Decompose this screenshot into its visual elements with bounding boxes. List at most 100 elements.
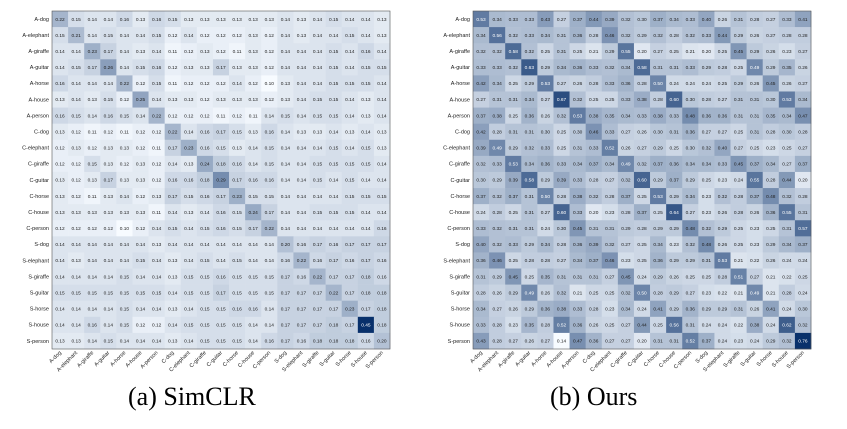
ours-cell — [489, 139, 506, 157]
simclr-cell — [309, 236, 326, 253]
simclr-cell-value: 0.15 — [329, 49, 339, 55]
ours-cell-value: 0.32 — [653, 33, 663, 39]
simclr-cell — [68, 268, 85, 285]
ours-cell — [714, 11, 731, 28]
ours-cell — [553, 300, 570, 318]
simclr-cell — [84, 43, 101, 60]
ours-cell-value: 0.36 — [702, 113, 712, 119]
simclr-row-label: A-giraffe — [28, 49, 49, 55]
ours-cell-value: 0.36 — [766, 210, 776, 216]
ours-cell-value: 0.24 — [782, 258, 792, 264]
simclr-cell — [293, 268, 310, 285]
ours-cell-value: 0.31 — [734, 97, 744, 103]
ours-cell — [505, 316, 522, 334]
simclr-cell — [325, 300, 343, 318]
ours-cell-value: 0.32 — [637, 162, 647, 168]
simclr-cell-value: 0.12 — [168, 113, 178, 119]
ours-cell — [521, 59, 538, 76]
simclr-cell — [116, 107, 133, 124]
simclr-cell-value: 0.12 — [55, 146, 65, 152]
simclr-cell — [212, 236, 230, 253]
simclr-cell — [84, 236, 101, 253]
ours-cell — [778, 155, 796, 173]
simclr-cell — [180, 59, 198, 76]
simclr-row-label: S-horse — [30, 307, 49, 313]
simclr-row-label: A-person — [27, 113, 49, 119]
simclr-cell — [229, 332, 246, 350]
ours-cell — [633, 220, 651, 237]
ours-cell — [746, 188, 764, 205]
ours-cell — [553, 252, 570, 269]
simclr-cell — [277, 91, 294, 108]
simclr-cell — [164, 171, 182, 189]
ours-cell — [650, 59, 667, 76]
ours-cell — [489, 268, 506, 285]
ours-cell-value: 0.34 — [702, 162, 712, 168]
ours-cell-value: 0.55 — [621, 49, 631, 55]
simclr-cell-value: 0.14 — [88, 33, 98, 39]
ours-cell — [633, 139, 651, 157]
simclr-cell-value: 0.17 — [281, 339, 291, 345]
simclr-cell — [309, 139, 326, 157]
ours-cell — [730, 268, 747, 285]
simclr-cell — [52, 252, 69, 269]
simclr-cell-value: 0.17 — [329, 306, 339, 312]
ours-cell-value: 0.33 — [605, 129, 615, 135]
ours-cell-value: 0.29 — [670, 290, 680, 296]
simclr-cell-value: 0.13 — [345, 129, 355, 135]
ours-cell — [489, 300, 506, 318]
ours-cell-value: 0.34 — [525, 162, 535, 168]
simclr-cell — [325, 139, 343, 157]
simclr-cell — [229, 43, 246, 60]
simclr-cell — [196, 188, 214, 205]
simclr-cell-value: 0.14 — [313, 194, 323, 200]
simclr-cell — [293, 91, 310, 108]
ours-cell-value: 0.29 — [653, 226, 663, 232]
ours-cell-value: 0.37 — [653, 17, 663, 23]
simclr-cell — [68, 107, 85, 124]
simclr-cell-value: 0.14 — [281, 226, 291, 232]
ours-cell — [617, 316, 635, 334]
simclr-cell-value: 0.22 — [329, 290, 339, 296]
simclr-cell-value: 0.13 — [377, 17, 387, 23]
simclr-cell-value: 0.15 — [377, 194, 387, 200]
ours-cell-value: 0.31 — [573, 146, 583, 152]
simclr-cell — [229, 300, 246, 318]
simclr-cell-value: 0.14 — [249, 323, 259, 329]
simclr-cell — [100, 300, 117, 318]
ours-cell-value: 0.32 — [621, 33, 631, 39]
ours-cell-value: 0.29 — [509, 146, 519, 152]
simclr-cell — [341, 220, 359, 237]
ours-cell-value: 0.27 — [492, 306, 502, 312]
ours-cell — [585, 91, 603, 108]
ours-cell-value: 0.21 — [573, 290, 583, 296]
ours-cell-value: 0.25 — [605, 290, 615, 296]
simclr-cell-value: 0.15 — [184, 194, 194, 200]
ours-cell — [698, 11, 715, 28]
ours-cell — [585, 284, 603, 302]
ours-cell — [698, 59, 715, 76]
ours-cell-value: 0.25 — [541, 49, 551, 55]
simclr-cell-value: 0.15 — [200, 306, 210, 312]
ours-row-label: A-elephant — [443, 33, 470, 39]
ours-cell-value: 0.37 — [573, 17, 583, 23]
simclr-cell-value: 0.17 — [281, 306, 291, 312]
simclr-cell — [52, 59, 69, 76]
simclr-cell-value: 0.14 — [55, 242, 65, 248]
simclr-cell — [148, 11, 165, 28]
ours-cell — [730, 284, 747, 302]
simclr-cell-value: 0.14 — [281, 146, 291, 152]
ours-cell — [698, 220, 715, 237]
simclr-cell-value: 0.15 — [249, 290, 259, 296]
ours-cell — [569, 204, 586, 221]
ours-row-label: S-house — [450, 323, 471, 329]
simclr-cell-value: 0.13 — [184, 97, 194, 103]
ours-cell-value: 0.31 — [670, 65, 680, 71]
ours-cell — [714, 252, 731, 269]
ours-cell-value: 0.32 — [702, 226, 712, 232]
simclr-cell-value: 0.22 — [168, 129, 178, 135]
simclr-cell — [229, 27, 246, 44]
ours-cell — [569, 316, 586, 334]
simclr-cell-value: 0.15 — [168, 17, 178, 23]
ours-cell — [521, 139, 538, 157]
